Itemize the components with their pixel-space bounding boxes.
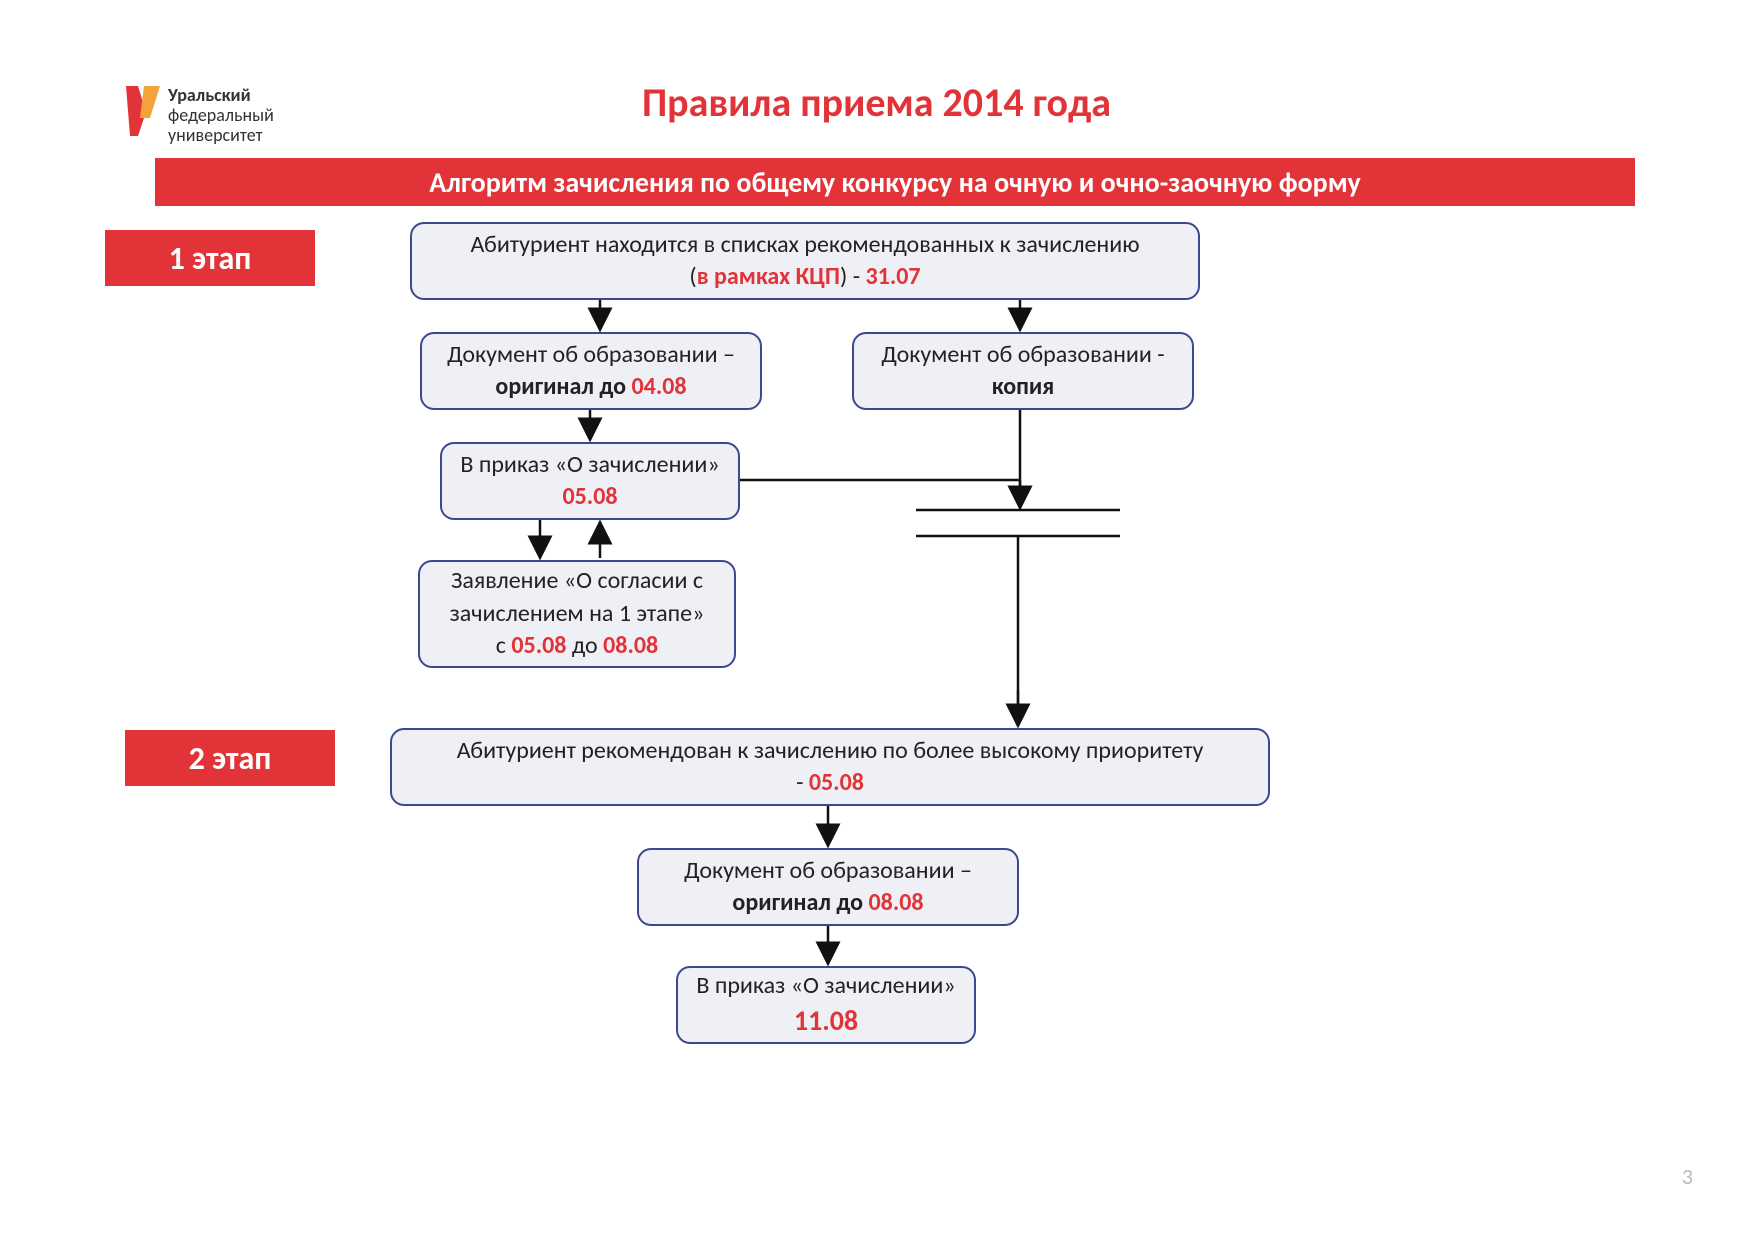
- n5-dates: с 05.08 до 08.08: [496, 630, 658, 662]
- n8-date: 11.08: [794, 1002, 858, 1040]
- n1-line2: (в рамках КЦП) - 31.07: [689, 261, 920, 293]
- node-doc-original-0808: Документ об образовании – оригинал до 08…: [637, 848, 1019, 926]
- n7-line1: Документ об образовании –: [684, 855, 972, 887]
- node-consent-statement: Заявление «О согласии с зачислением на 1…: [418, 560, 736, 668]
- node-recommended-list: Абитуриент находится в списках рекомендо…: [410, 222, 1200, 300]
- n6-line1: Абитуриент рекомендован к зачислению по …: [457, 735, 1204, 767]
- n5-line2: зачислением на 1 этапе»: [450, 598, 705, 630]
- n1-line1: Абитуриент находится в списках рекомендо…: [470, 229, 1139, 261]
- stage-2-label: 2 этап: [125, 730, 335, 786]
- stage-1-text: 1 этап: [169, 239, 252, 278]
- node-recommended-higher-priority: Абитуриент рекомендован к зачислению по …: [390, 728, 1270, 806]
- page-title: Правила приема 2014 года: [0, 78, 1753, 127]
- subtitle-bar: Алгоритм зачисления по общему конкурсу н…: [155, 158, 1635, 206]
- n7-line2: оригинал до 08.08: [732, 887, 923, 919]
- n2-line1: Документ об образовании –: [447, 339, 735, 371]
- n3-line2: копия: [992, 371, 1055, 403]
- n2-line2: оригинал до 04.08: [495, 371, 686, 403]
- node-doc-original-0408: Документ об образовании – оригинал до 04…: [420, 332, 762, 410]
- stage-2-text: 2 этап: [189, 739, 272, 778]
- page-number: 3: [1682, 1163, 1693, 1190]
- node-order-0508: В приказ «О зачислении» 05.08: [440, 442, 740, 520]
- n3-line1: Документ об образовании -: [881, 339, 1164, 371]
- n6-line2: - 05.08: [796, 767, 864, 799]
- stage-1-label: 1 этап: [105, 230, 315, 286]
- node-order-1108: В приказ «О зачислении» 11.08: [676, 966, 976, 1044]
- n5-line1: Заявление «О согласии с: [451, 565, 703, 597]
- n8-line1: В приказ «О зачислении»: [696, 970, 955, 1002]
- n4-date: 05.08: [562, 481, 617, 513]
- logo-line3: университет: [168, 126, 274, 146]
- n4-line1: В приказ «О зачислении»: [460, 449, 719, 481]
- subtitle-text: Алгоритм зачисления по общему конкурсу н…: [429, 165, 1360, 200]
- node-doc-copy: Документ об образовании - копия: [852, 332, 1194, 410]
